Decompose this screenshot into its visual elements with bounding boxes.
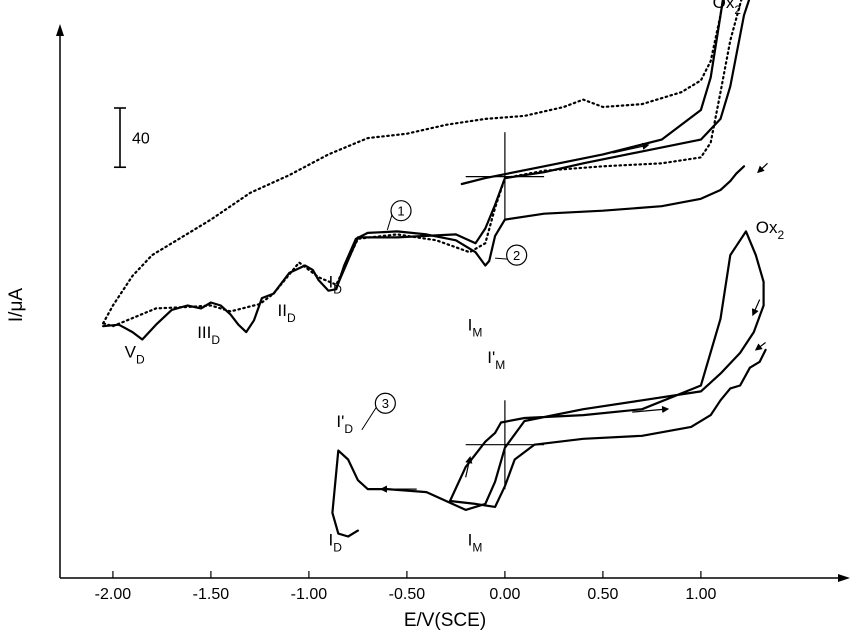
peak-label: VD (125, 342, 145, 366)
curve-number-label: 3 (382, 396, 389, 411)
curve-number-circle (374, 392, 396, 414)
x-axis-ticks: -2.00 -1.50 -1.00 -0.50 0.00 0.50 1.00 (95, 571, 717, 603)
curve-number-label: 2 (513, 248, 520, 263)
curve-number-leader (495, 257, 508, 260)
peak-label: Ox2 (756, 218, 785, 242)
scan-direction-arrow (465, 455, 473, 478)
curve-number-circle (390, 200, 412, 222)
scan-direction-arrow (751, 299, 761, 317)
x-tick-label: -1.50 (193, 586, 230, 603)
x-tick-label: -0.50 (389, 586, 426, 603)
cv-curve-2-dotted (102, 0, 743, 328)
peak-label: I'D (336, 412, 353, 436)
chart-decorations: 1 2 3 (361, 132, 768, 493)
x-tick-label: 0.00 (489, 586, 520, 603)
scan-direction-arrow (632, 405, 670, 414)
x-tick-label: -2.00 (95, 586, 132, 603)
cv-curve-3-solid (335, 0, 751, 289)
cv-curve-5-solid (448, 348, 767, 508)
peak-label: I'M (487, 348, 505, 372)
peak-label: ID (329, 273, 343, 297)
curve-number-label: 1 (397, 204, 404, 219)
peak-label: IIID (197, 323, 220, 347)
peak-label: IM (468, 316, 483, 340)
x-axis-label: E/V(SCE) (404, 610, 486, 631)
peak-label: IM (468, 530, 483, 554)
peak-label: IID (278, 301, 296, 325)
peak-label: ID (329, 530, 343, 554)
scale-bar-label: 40 (132, 131, 150, 148)
cv-curve-1-solid (102, 165, 746, 341)
y-axis-arrow (56, 24, 64, 36)
scan-direction-arrow (612, 142, 650, 154)
y-axis-label: I/μA (6, 288, 27, 323)
curve-number-leader (361, 406, 377, 431)
curves (102, 0, 767, 538)
curve-number-circle (506, 244, 528, 266)
x-tick-label: 1.00 (685, 586, 716, 603)
cv-curve-4-solid (331, 230, 765, 538)
curve-number-leader (386, 214, 393, 231)
current-scale-bar: 40 (114, 107, 150, 169)
x-axis-arrow (838, 574, 850, 582)
scan-direction-arrow (754, 342, 766, 351)
peak-label: Ox2 (713, 0, 742, 17)
x-tick-label: -1.00 (291, 586, 328, 603)
scan-direction-arrow (757, 162, 768, 174)
axes (56, 24, 850, 582)
x-tick-label: 0.50 (587, 586, 618, 603)
